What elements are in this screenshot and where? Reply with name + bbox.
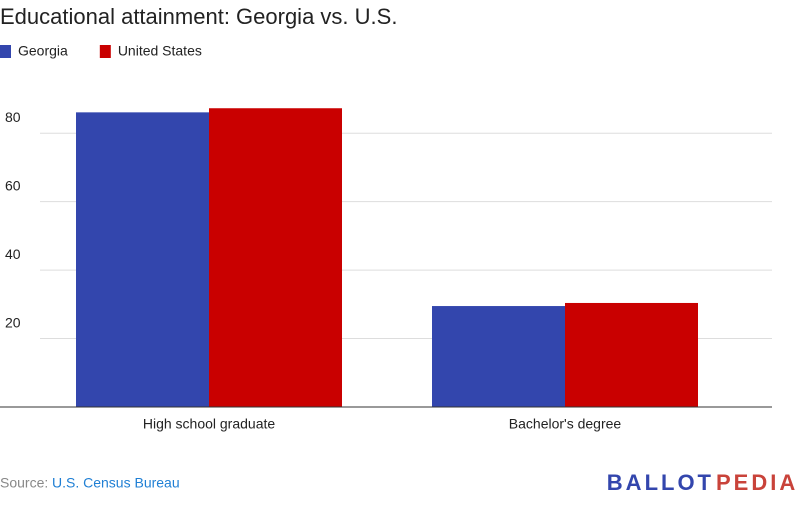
source-label: Source: — [0, 475, 48, 491]
x-tick-label: Bachelor's degree — [509, 416, 622, 432]
logo-part: BALLOT — [607, 470, 714, 495]
y-tick-label: 20 — [5, 314, 21, 330]
legend-label: United States — [118, 43, 202, 59]
bar — [432, 306, 565, 407]
legend-swatch — [0, 45, 11, 58]
y-tick-label: 80 — [5, 109, 21, 125]
logo-part: PEDIA — [716, 470, 798, 495]
chart-title: Educational attainment: Georgia vs. U.S. — [0, 4, 397, 29]
bar — [76, 112, 209, 407]
x-tick-label: High school graduate — [143, 416, 276, 432]
y-tick-label: 40 — [5, 246, 21, 262]
bar — [565, 302, 698, 407]
legend-swatch — [99, 45, 111, 58]
y-tick-label: 60 — [5, 177, 21, 193]
source[interactable]: U.S. Census Bureau — [52, 475, 180, 491]
legend-label: Georgia — [18, 43, 68, 59]
bar — [209, 108, 342, 408]
